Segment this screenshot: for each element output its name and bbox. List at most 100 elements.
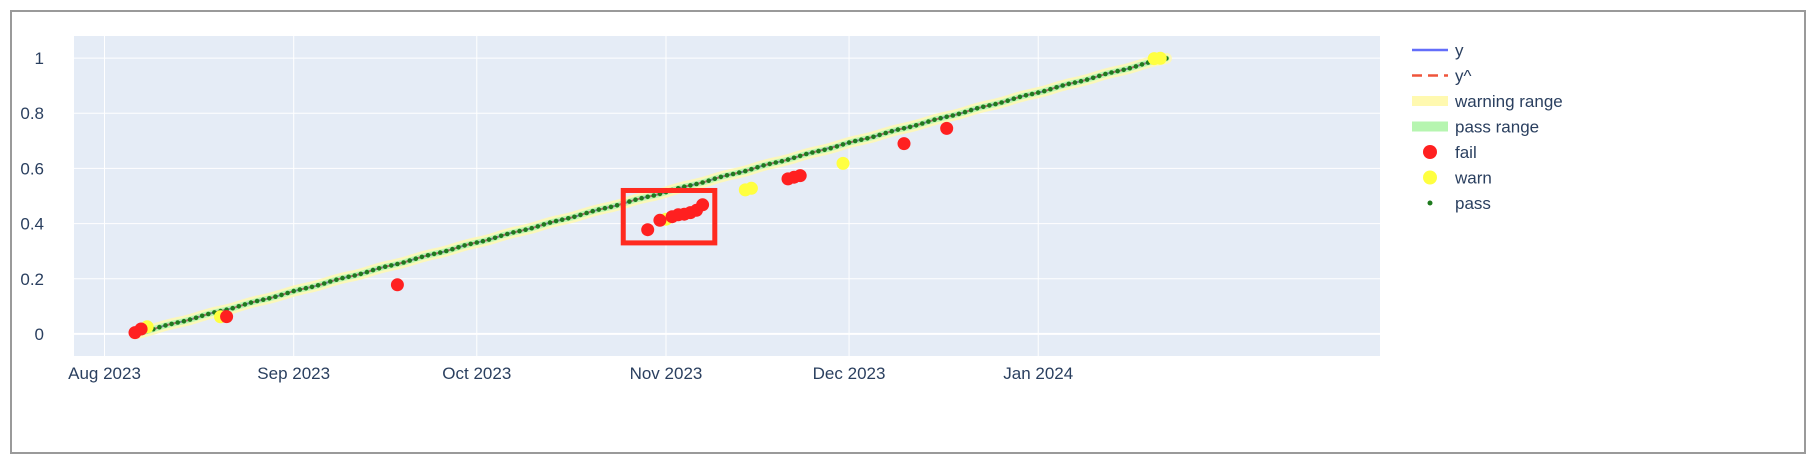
pass-marker xyxy=(547,220,553,225)
pass-marker xyxy=(382,264,388,269)
pass-marker xyxy=(1011,96,1017,101)
pass-marker xyxy=(901,126,907,131)
pass-marker xyxy=(474,240,480,245)
pass-marker xyxy=(413,256,419,261)
pass-marker xyxy=(1097,73,1102,79)
pass-marker xyxy=(724,173,730,178)
pass-marker xyxy=(456,245,461,250)
pass-marker xyxy=(718,174,724,180)
pass-marker xyxy=(1115,68,1120,74)
pass-marker xyxy=(755,165,760,170)
pass-marker xyxy=(511,230,516,235)
pass-marker xyxy=(761,163,766,168)
pass-marker xyxy=(1072,80,1078,85)
pass-marker xyxy=(810,150,815,155)
legend-warn-swatch xyxy=(1423,170,1437,185)
pass-marker xyxy=(236,304,242,309)
pass-marker xyxy=(932,117,937,122)
pass-marker xyxy=(736,170,742,175)
pass-marker xyxy=(1042,88,1047,94)
legend-label: y^ xyxy=(1455,67,1472,86)
pass-marker xyxy=(1023,93,1029,98)
chart-svg: Aug 2023 Sep 2023 Oct 2023 Nov 2023 Dec 2023… xyxy=(20,36,1563,383)
pass-marker xyxy=(968,107,974,113)
pass-marker xyxy=(529,225,534,231)
legend-label: fail xyxy=(1455,143,1477,162)
pass-marker xyxy=(370,267,376,273)
y-tick-label: 0.4 xyxy=(20,215,44,234)
pass-marker xyxy=(291,288,297,294)
legend-label: warn xyxy=(1454,169,1492,188)
fail-marker xyxy=(641,223,655,237)
pass-marker xyxy=(920,121,925,126)
pass-marker xyxy=(889,128,895,134)
pass-marker xyxy=(523,227,528,232)
pass-marker xyxy=(981,104,986,110)
y-tick-label: 0.6 xyxy=(20,159,44,178)
pass-marker xyxy=(260,297,266,303)
pass-marker xyxy=(877,132,882,138)
fail-marker xyxy=(390,278,404,292)
pass-marker xyxy=(535,224,541,229)
pass-marker xyxy=(321,281,327,286)
pass-marker xyxy=(1029,91,1035,97)
pass-marker xyxy=(987,103,992,108)
pass-marker xyxy=(883,130,888,136)
pass-marker xyxy=(505,231,510,237)
pass-marker xyxy=(340,275,345,281)
pass-marker xyxy=(279,292,284,298)
fail-marker xyxy=(793,169,807,183)
pass-marker xyxy=(859,137,864,142)
pass-marker xyxy=(450,246,455,252)
pass-marker xyxy=(566,216,571,221)
x-tick-label: Dec 2023 xyxy=(813,364,886,383)
legend-warning-swatch xyxy=(1412,96,1448,106)
pass-marker xyxy=(706,178,711,183)
pass-marker xyxy=(871,134,876,140)
warn-marker xyxy=(1153,51,1167,65)
pass-marker xyxy=(181,318,187,324)
pass-marker xyxy=(407,258,413,263)
legend-pass_range-swatch xyxy=(1412,121,1448,132)
pass-marker xyxy=(498,233,504,239)
pass-marker xyxy=(517,228,522,234)
pass-marker xyxy=(157,324,162,330)
pass-marker xyxy=(273,294,278,300)
pass-marker xyxy=(1066,81,1072,87)
fail-marker xyxy=(653,213,667,227)
y-tick-label: 1 xyxy=(35,49,44,68)
pass-marker xyxy=(230,305,235,311)
pass-marker xyxy=(1048,86,1053,92)
figure-frame: Aug 2023 Sep 2023 Oct 2023 Nov 2023 Dec 2023… xyxy=(10,10,1806,454)
pass-marker xyxy=(395,261,400,267)
pass-marker xyxy=(1060,83,1065,88)
fail-marker xyxy=(220,310,234,324)
x-tick-label: Sep 2023 xyxy=(257,364,330,383)
pass-marker xyxy=(193,315,199,321)
pass-marker xyxy=(895,127,901,132)
pass-marker xyxy=(1133,64,1139,69)
pass-marker xyxy=(926,119,931,124)
x-tick-label: Jan 2024 xyxy=(1003,364,1073,383)
legend-label: pass range xyxy=(1455,118,1539,137)
fail-markers xyxy=(128,121,954,340)
pass-marker xyxy=(309,284,315,290)
pass-marker xyxy=(364,269,370,275)
pass-marker xyxy=(1109,70,1114,75)
legend-label: y xyxy=(1455,41,1464,60)
pass-marker xyxy=(785,157,791,162)
pass-marker xyxy=(950,113,956,118)
pass-marker xyxy=(608,204,614,210)
pass-marker xyxy=(1054,85,1059,90)
y-tick-label: 0.2 xyxy=(20,270,44,289)
pass-marker xyxy=(352,273,358,278)
pass-marker xyxy=(541,222,547,227)
pass-marker xyxy=(956,111,962,117)
pass-marker xyxy=(749,166,754,172)
pass-marker xyxy=(559,217,565,222)
pass-marker xyxy=(285,290,290,296)
pass-marker xyxy=(315,283,321,288)
pass-marker xyxy=(187,317,193,322)
pass-marker xyxy=(852,138,858,144)
pass-marker xyxy=(993,101,998,107)
